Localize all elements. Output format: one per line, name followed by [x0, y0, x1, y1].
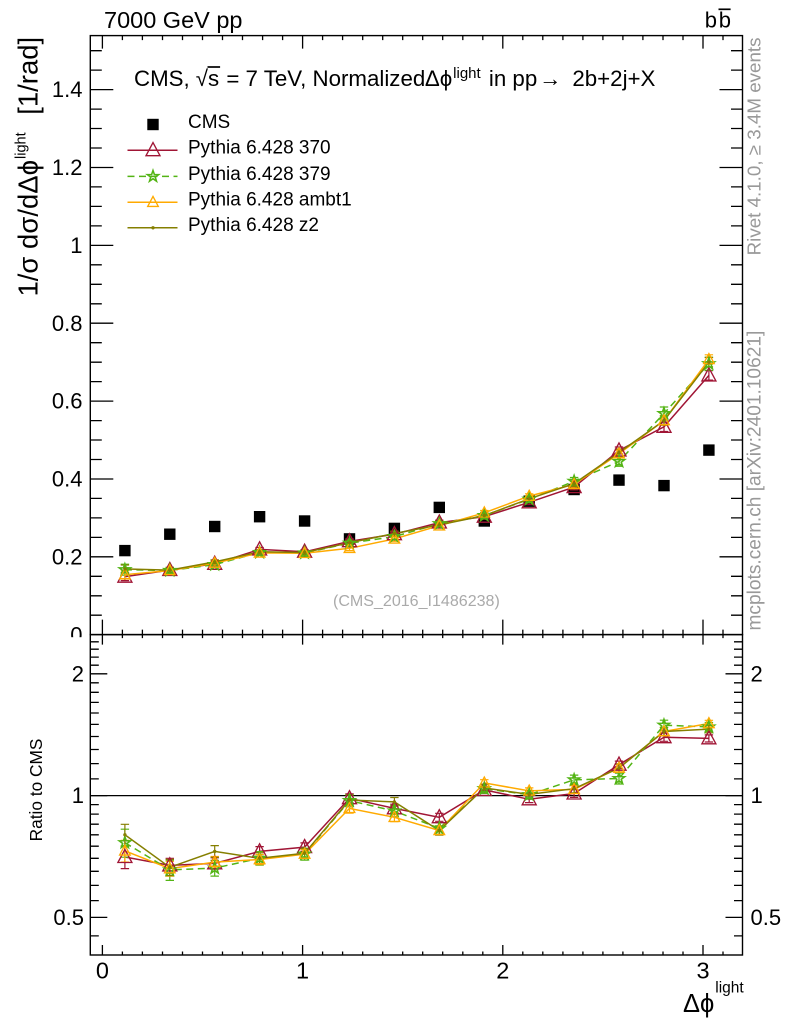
svg-text:= 7 TeV, Normalized: = 7 TeV, Normalized — [220, 66, 425, 91]
svg-text:1/σ dσ/dΔϕ: 1/σ dσ/dΔϕ — [13, 160, 44, 297]
svg-text:0.2: 0.2 — [52, 544, 83, 569]
svg-text:7000 GeV pp: 7000 GeV pp — [104, 7, 243, 33]
svg-text:2: 2 — [751, 661, 763, 686]
svg-text:Pythia 6.428 ambt1: Pythia 6.428 ambt1 — [188, 190, 352, 211]
svg-text:0.6: 0.6 — [52, 389, 83, 414]
svg-text:1: 1 — [296, 958, 309, 984]
svg-text:2: 2 — [496, 958, 509, 984]
svg-text:Δϕ: Δϕ — [683, 990, 714, 1018]
svg-text:1.2: 1.2 — [52, 155, 83, 180]
svg-text:mcplots.cern.ch [arXiv:2401.10: mcplots.cern.ch [arXiv:2401.10621] — [745, 331, 766, 631]
svg-text:0.5: 0.5 — [751, 905, 782, 930]
svg-text:Pythia 6.428 370: Pythia 6.428 370 — [188, 138, 331, 159]
svg-text:1.4: 1.4 — [52, 77, 83, 102]
svg-text:[1/rad]: [1/rad] — [13, 37, 44, 123]
svg-text:0: 0 — [96, 958, 109, 984]
svg-text:b: b — [719, 8, 731, 33]
svg-text:2b+2j+X: 2b+2j+X — [572, 66, 655, 91]
svg-text:light: light — [453, 65, 481, 82]
svg-text:√: √ — [196, 66, 209, 91]
svg-text:Pythia 6.428 379: Pythia 6.428 379 — [188, 164, 331, 185]
svg-text:in pp: in pp — [483, 66, 538, 91]
svg-text:1: 1 — [70, 233, 82, 258]
svg-text:b: b — [705, 8, 717, 33]
svg-text:1: 1 — [72, 783, 84, 808]
svg-text:Pythia 6.428 z2: Pythia 6.428 z2 — [188, 215, 319, 236]
svg-text:0.4: 0.4 — [52, 467, 83, 492]
svg-text:1: 1 — [751, 783, 763, 808]
svg-text:(CMS_2016_I1486238): (CMS_2016_I1486238) — [333, 592, 500, 610]
svg-text:2: 2 — [72, 661, 84, 686]
svg-text:3: 3 — [696, 958, 709, 984]
svg-text:CMS,: CMS, — [134, 66, 196, 91]
svg-text:Δϕ: Δϕ — [425, 66, 452, 91]
svg-text:Ratio to CMS: Ratio to CMS — [26, 739, 46, 842]
svg-text:0.8: 0.8 — [52, 311, 83, 336]
svg-text:Rivet 4.1.0, ≥ 3.4M events: Rivet 4.1.0, ≥ 3.4M events — [744, 38, 765, 256]
svg-text:0.5: 0.5 — [53, 905, 84, 930]
svg-text:light: light — [715, 980, 744, 997]
svg-text:→: → — [539, 66, 561, 91]
svg-text:s: s — [208, 66, 219, 91]
svg-text:CMS: CMS — [188, 112, 230, 133]
svg-text:light: light — [14, 132, 30, 159]
